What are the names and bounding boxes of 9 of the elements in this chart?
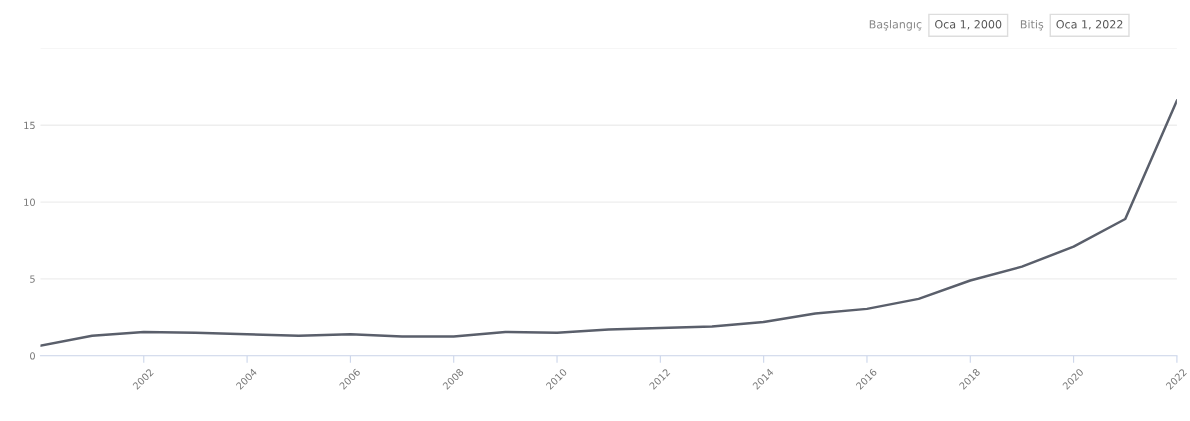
y-tick-label: 5 [30, 275, 35, 283]
y-tick-label: 10 [24, 198, 35, 206]
y-tick-label: 0 [30, 352, 35, 360]
text: Bitiş [1020, 19, 1044, 31]
y-tick-label: 15 [24, 121, 35, 130]
line-series [40, 99, 1177, 348]
text: Oca 1, 2022 [1056, 20, 1123, 30]
text: Başlangıç [869, 19, 922, 31]
text: Oca 1, 2000 [935, 20, 1002, 30]
